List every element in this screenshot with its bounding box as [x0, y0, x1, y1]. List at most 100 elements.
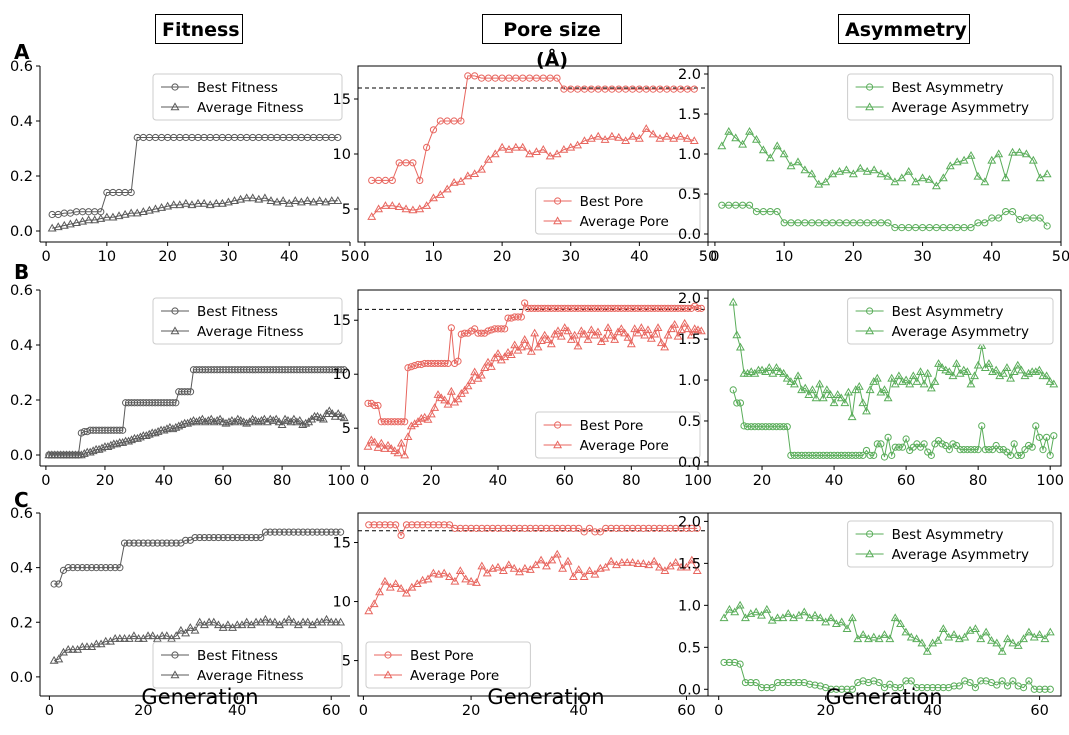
data-point-circle — [337, 528, 345, 536]
data-point-triangle — [477, 164, 486, 173]
data-point-triangle — [617, 557, 627, 566]
data-point-circle — [219, 533, 227, 542]
data-point-triangle — [516, 342, 526, 351]
data-point-circle — [443, 117, 451, 125]
data-point-triangle — [919, 379, 929, 388]
data-point-triangle — [1001, 173, 1011, 182]
y-tick-label: 10 — [333, 595, 351, 611]
data-point-triangle — [904, 166, 914, 175]
data-point-triangle — [789, 379, 799, 388]
data-point-circle — [690, 85, 698, 93]
data-point-triangle — [200, 417, 210, 426]
data-point-triangle — [649, 556, 659, 565]
x-tick-label: 60 — [214, 473, 232, 489]
data-point-circle — [153, 539, 162, 547]
data-point-circle — [149, 539, 157, 547]
data-point-triangle — [423, 574, 433, 583]
data-point-triangle — [132, 433, 142, 442]
data-point-triangle — [54, 654, 64, 663]
data-point-circle — [1003, 682, 1012, 690]
data-point-triangle — [912, 634, 922, 643]
data-point-triangle — [1024, 368, 1034, 377]
data-point-circle — [1002, 208, 1010, 216]
y-tick-label: 0.2 — [10, 615, 33, 631]
data-point-triangle — [987, 155, 997, 164]
data-point-triangle — [1049, 379, 1059, 388]
x-tick-label: 0 — [710, 249, 719, 265]
data-point-triangle — [966, 150, 976, 159]
y-tick-label: 0.5 — [678, 414, 701, 430]
data-point-triangle — [169, 200, 179, 209]
legend: Best Asymmetry Average Asymmetry — [847, 520, 1054, 568]
series-average — [47, 193, 343, 232]
data-point-triangle — [984, 359, 994, 367]
data-point-circle — [1032, 422, 1040, 430]
data-point-circle — [823, 451, 831, 459]
data-point-circle — [763, 684, 771, 692]
data-point-triangle — [303, 617, 313, 626]
data-point-triangle — [673, 331, 683, 340]
data-point-triangle — [865, 385, 875, 394]
data-point-circle — [815, 219, 823, 227]
data-point-triangle — [376, 438, 386, 447]
x-tick-label: 40 — [983, 249, 1001, 265]
data-point-triangle — [570, 330, 580, 339]
data-point-triangle — [1003, 634, 1012, 643]
data-point-triangle — [68, 644, 78, 653]
data-point-circle — [1046, 685, 1054, 693]
data-point-circle — [327, 528, 335, 536]
data-point-triangle — [369, 599, 379, 608]
data-point-circle — [580, 528, 588, 536]
data-point-circle — [271, 528, 279, 536]
legend-label: Average Asymmetry — [892, 324, 1029, 340]
data-point-triangle — [841, 165, 851, 174]
data-point-circle — [1043, 222, 1051, 230]
data-point-circle — [960, 446, 968, 454]
data-point-circle — [832, 685, 840, 693]
data-point-triangle — [822, 385, 832, 394]
x-tick-label: 0 — [41, 249, 50, 265]
data-point-triangle — [525, 565, 535, 573]
data-point-triangle — [543, 335, 553, 343]
data-point-triangle — [810, 610, 820, 619]
data-point-circle — [368, 176, 376, 184]
data-point-circle — [1036, 685, 1044, 693]
data-point-triangle — [970, 624, 980, 633]
data-point-circle — [732, 201, 740, 209]
data-point-triangle — [223, 620, 233, 629]
data-point-triangle — [336, 617, 346, 626]
data-point-circle — [884, 219, 892, 227]
data-point-triangle — [869, 165, 879, 174]
data-point-circle — [401, 418, 409, 426]
data-point-triangle — [470, 367, 480, 376]
data-point-circle — [308, 528, 317, 536]
data-point-triangle — [446, 386, 456, 395]
legend-box — [152, 297, 343, 345]
data-point-triangle — [981, 627, 991, 636]
x-tick-label: 0 — [359, 703, 368, 719]
data-point-triangle — [375, 587, 385, 596]
data-point-triangle — [687, 555, 697, 564]
data-point-circle — [546, 74, 554, 82]
data-point-triangle — [773, 613, 782, 622]
data-point-triangle — [47, 223, 57, 232]
data-point-circle — [758, 423, 766, 431]
data-point-circle — [801, 219, 809, 227]
data-point-triangle — [120, 634, 130, 642]
data-point-circle — [649, 85, 657, 93]
data-point-triangle — [364, 606, 374, 615]
data-point-triangle — [94, 444, 104, 453]
data-point-triangle — [102, 212, 112, 221]
data-point-triangle — [786, 377, 796, 385]
data-point-triangle — [862, 406, 871, 415]
data-point-circle — [435, 521, 443, 529]
data-point-triangle — [463, 171, 473, 180]
data-point-triangle — [271, 414, 281, 423]
data-point-circle — [585, 524, 594, 532]
data-point-triangle — [327, 196, 337, 204]
data-point-circle — [747, 423, 755, 431]
data-point-triangle — [251, 617, 261, 626]
data-point-circle — [907, 677, 915, 685]
legend: Best Pore Average Pore — [535, 411, 701, 459]
data-point-triangle — [933, 635, 943, 644]
